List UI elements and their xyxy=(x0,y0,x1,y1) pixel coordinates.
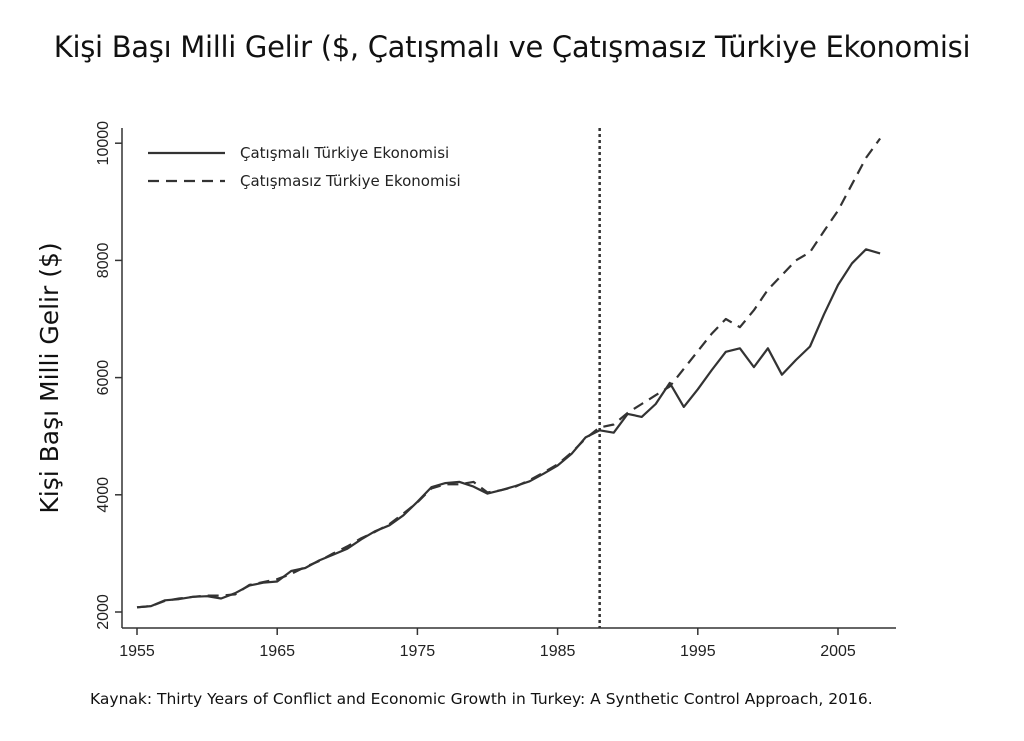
source-note: Kaynak: Thirty Years of Conflict and Eco… xyxy=(90,690,873,708)
series-line-2 xyxy=(136,137,881,609)
y-tick-label: 8000 xyxy=(95,243,112,279)
x-tick-label: 1995 xyxy=(680,643,716,660)
y-tick-label: 6000 xyxy=(95,360,112,396)
y-tick-label: 10000 xyxy=(95,121,112,166)
x-tick-label: 1955 xyxy=(119,643,155,660)
chart-title: Kişi Başı Milli Gelir ($, Çatışmalı ve Ç… xyxy=(53,30,971,64)
x-tick-label: 1985 xyxy=(540,643,576,660)
y-tick-label: 2000 xyxy=(95,594,112,630)
legend-label: Çatışmasız Türkiye Ekonomisi xyxy=(240,172,461,190)
y-axis-label: Kişi Başı Milli Gelir ($) xyxy=(35,242,64,513)
x-tick-label: 1975 xyxy=(400,643,436,660)
legend-label: Çatışmalı Türkiye Ekonomisi xyxy=(240,144,449,162)
x-tick-label: 1965 xyxy=(259,643,295,660)
y-tick-label: 4000 xyxy=(95,477,112,513)
series-line-1 xyxy=(136,248,881,609)
x-tick-label: 2005 xyxy=(820,643,856,660)
